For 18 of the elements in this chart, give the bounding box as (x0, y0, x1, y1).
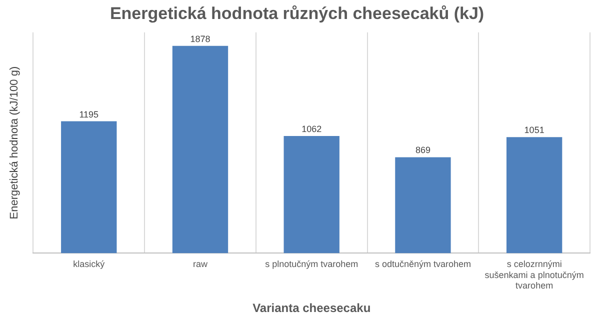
bar (395, 157, 451, 254)
chart-title: Energetická hodnota různých cheesecaků (kJ) (110, 4, 484, 23)
x-tick-label: s plnotučným tvarohem (265, 259, 358, 270)
bar (506, 137, 562, 254)
data-label: 1878 (190, 34, 210, 44)
data-label: 1062 (302, 124, 322, 134)
x-tick-label: s odtučněným tvarohem (374, 259, 471, 270)
bar (284, 136, 340, 254)
x-tick-label: raw (192, 259, 208, 270)
y-axis-title: Energetická hodnota (kJ/100 g) (8, 66, 21, 220)
x-axis-title: Varianta cheesecaku (252, 301, 371, 316)
x-tick-label: s celozrnnými sušenkami a plnotučným tvarohem (484, 259, 584, 291)
bar (172, 46, 228, 254)
bar (61, 121, 117, 254)
data-label: 869 (415, 145, 430, 156)
x-tick-label: klasický (73, 259, 106, 270)
data-label: 1051 (524, 125, 544, 136)
data-label: 1195 (79, 109, 99, 120)
